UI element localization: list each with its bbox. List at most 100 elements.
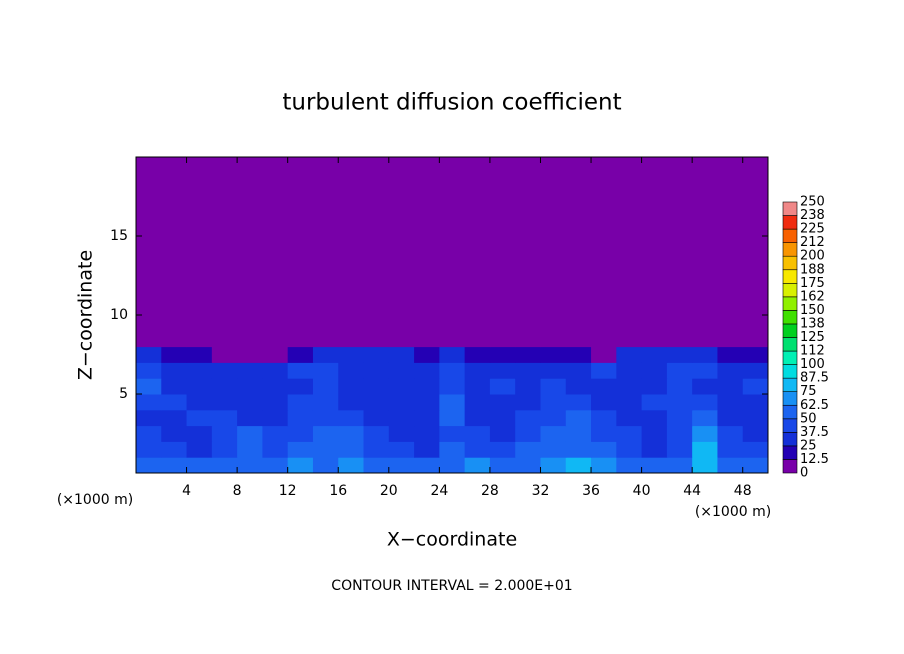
heat-cell <box>515 157 541 348</box>
heat-cell <box>363 378 390 395</box>
heat-cell <box>287 362 314 379</box>
heat-cell <box>692 378 718 395</box>
heat-cell <box>136 457 162 474</box>
colorbar-band <box>782 337 798 352</box>
x-axis-label: X−coordinate <box>387 529 517 551</box>
colorbar-band <box>782 269 798 284</box>
heat-cell <box>439 346 466 363</box>
heat-cell <box>237 394 263 411</box>
heat-cell <box>565 157 592 348</box>
heat-cell <box>338 441 365 458</box>
heat-cell <box>666 346 693 363</box>
heat-cell <box>136 157 162 348</box>
colorbar-band <box>782 459 798 474</box>
heat-cell <box>489 157 516 348</box>
colorbar-band <box>782 242 798 257</box>
heat-cell <box>388 157 415 348</box>
heat-cell <box>363 457 390 474</box>
heat-cell <box>439 378 466 395</box>
heat-cell <box>414 346 440 363</box>
heat-cell <box>591 441 617 458</box>
colorbar-band <box>782 310 798 325</box>
heat-cell <box>515 394 541 411</box>
heat-cell <box>464 409 491 427</box>
x-tick-label: 44 <box>683 483 701 499</box>
heat-cell <box>414 425 440 442</box>
colorbar-label: 150 <box>800 303 825 318</box>
heat-cell <box>742 425 769 442</box>
heat-cell <box>464 425 491 442</box>
heat-cell <box>464 441 491 458</box>
heat-cell <box>439 441 466 458</box>
heat-cell <box>237 157 263 348</box>
heat-cell <box>591 394 617 411</box>
heat-cell <box>717 362 744 379</box>
x-tick-label: 48 <box>734 483 752 499</box>
colorbar-label: 75 <box>800 384 817 399</box>
heat-cell <box>717 441 744 458</box>
colorbar-label: 238 <box>800 208 825 223</box>
heat-cell <box>262 409 289 427</box>
heat-cell <box>591 457 617 474</box>
heat-cell <box>211 441 238 458</box>
chart-title: turbulent diffusion coefficient <box>282 90 621 116</box>
heat-cell <box>414 457 440 474</box>
heat-cell <box>312 394 339 411</box>
y-unit: (×1000 m) <box>57 492 133 508</box>
heat-cell <box>388 457 415 474</box>
heat-cell <box>161 346 188 363</box>
x-tick-label: 12 <box>279 483 297 499</box>
heat-cell <box>161 457 188 474</box>
heat-cell <box>717 425 744 442</box>
heat-cell <box>388 394 415 411</box>
heat-cell <box>287 425 314 442</box>
heat-cell <box>439 425 466 442</box>
x-tick-label: 24 <box>430 483 448 499</box>
heat-cell <box>565 409 592 427</box>
heat-cell <box>439 394 466 411</box>
heat-cell <box>717 457 744 474</box>
heat-cell <box>312 362 339 379</box>
colorbar-band <box>782 364 798 379</box>
colorbar-band <box>782 215 798 230</box>
heat-cell <box>211 457 238 474</box>
colorbar-label: 0 <box>800 466 808 481</box>
heat-cell <box>211 378 238 395</box>
heat-cell <box>136 378 162 395</box>
colorbar-label: 50 <box>800 411 817 426</box>
colorbar-label: 87.5 <box>800 371 829 386</box>
x-tick-label: 36 <box>582 483 600 499</box>
contour-note: CONTOUR INTERVAL = 2.000E+01 <box>331 578 572 594</box>
heat-cell <box>312 409 339 427</box>
colorbar-label: 37.5 <box>800 425 829 440</box>
heat-cell <box>186 441 213 458</box>
heat-cell <box>742 441 769 458</box>
heat-cell <box>565 441 592 458</box>
colorbar-band <box>782 350 798 365</box>
heat-cell <box>464 378 491 395</box>
heat-cell <box>515 441 541 458</box>
heat-cell <box>540 425 567 442</box>
heat-cell <box>666 441 693 458</box>
colorbar-band <box>782 404 798 420</box>
heat-cell <box>262 425 289 442</box>
colorbar-label: 25 <box>800 438 817 453</box>
heat-cell <box>136 441 162 458</box>
heat-cell <box>363 362 390 379</box>
heat-cell <box>742 157 769 348</box>
heat-cell <box>186 346 213 363</box>
heat-cell <box>641 157 668 348</box>
heat-cell <box>565 362 592 379</box>
heat-cell <box>641 441 668 458</box>
heat-cell <box>312 378 339 395</box>
heat-cell <box>237 409 263 427</box>
heat-cell <box>237 425 263 442</box>
heat-cell <box>262 362 289 379</box>
heat-cell <box>717 157 744 348</box>
heat-cell <box>464 157 491 348</box>
heat-cell <box>414 409 440 427</box>
colorbar-label: 225 <box>800 222 825 237</box>
colorbar-label: 188 <box>800 262 825 277</box>
heat-cell <box>136 362 162 379</box>
